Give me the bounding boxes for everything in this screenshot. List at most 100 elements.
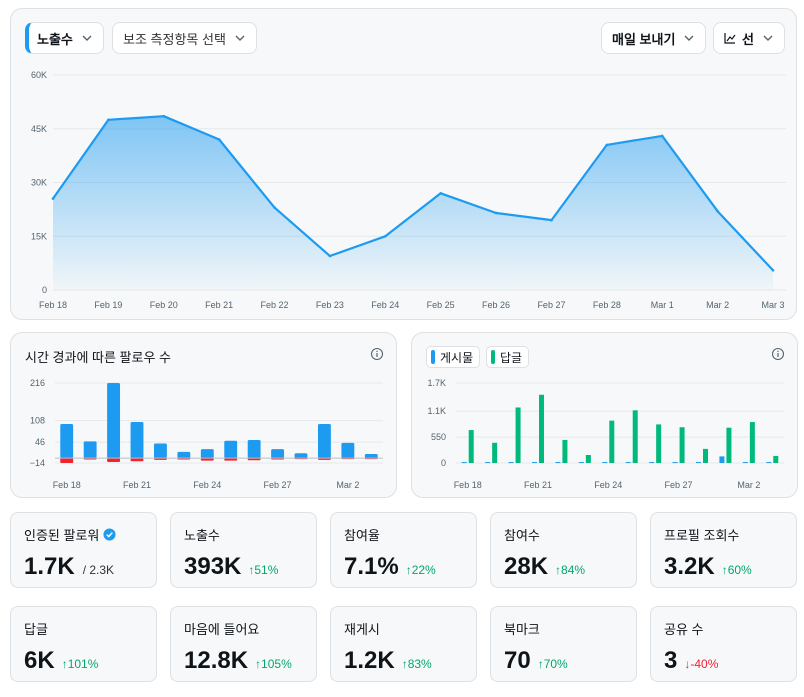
posts-bar — [461, 462, 467, 464]
stat-label: 공유 수 — [664, 622, 704, 637]
chart-type-label: 선 — [742, 31, 754, 47]
stat-label-row: 재게시 — [344, 619, 380, 638]
posts-replies-chart-card: 게시물 답글 1.7K 1.1K 550 0 Feb 18 Feb 21 Feb 24 Feb… — [411, 332, 798, 498]
stat-label-row: 마음에 들어요 — [184, 619, 259, 638]
legend-posts[interactable]: 게시물 — [426, 346, 481, 368]
positive-bar — [177, 451, 191, 459]
replies-bar — [585, 455, 591, 463]
stat-change: ↑60% — [721, 563, 752, 577]
stat-card[interactable]: 인증된 팔로워 1.7K / 2.3K — [10, 512, 157, 588]
y-tick-label: 0 — [42, 285, 47, 295]
x-tick-label: Feb 25 — [427, 300, 455, 310]
stat-value: 393K — [184, 553, 242, 580]
stat-change: ↑51% — [248, 563, 279, 577]
verified-badge-icon — [103, 528, 116, 541]
negative-bar — [247, 458, 261, 461]
stat-value: 7.1% — [344, 553, 399, 580]
data-point — [660, 134, 664, 138]
stat-value-row: 70 ↑70% — [504, 647, 568, 675]
stat-label: 북마크 — [504, 622, 540, 637]
stat-label: 프로필 조회수 — [664, 528, 740, 543]
x-tick-label: Feb 19 — [94, 300, 122, 310]
stat-total: / 2.3K — [82, 563, 115, 577]
replies-bar — [773, 455, 779, 463]
stat-label-row: 공유 수 — [664, 619, 704, 638]
posts-bar — [696, 462, 701, 464]
stat-change: ↑101% — [61, 657, 99, 671]
stat-label-row: 노출수 — [184, 525, 220, 544]
send-daily-select[interactable]: 매일 보내기 — [601, 22, 707, 54]
stat-card[interactable]: 참여수 28K ↑84% — [490, 512, 637, 588]
stat-value: 3.2K — [664, 553, 715, 580]
stat-value-row: 3 ↓-40% — [664, 647, 718, 675]
stat-value: 1.7K — [24, 553, 75, 580]
metric-select[interactable]: 노출수 — [25, 22, 104, 54]
posts-bar — [625, 462, 631, 464]
stat-label: 인증된 팔로워 — [24, 528, 100, 543]
posts-bar — [649, 462, 655, 464]
stat-label: 참여수 — [504, 528, 540, 543]
x-tick-label: Mar 2 — [737, 480, 760, 490]
stat-value-row: 12.8K ↑105% — [184, 647, 292, 675]
y-tick-label: 46 — [35, 437, 45, 447]
info-icon[interactable] — [771, 347, 785, 361]
stat-value: 12.8K — [184, 647, 249, 674]
stat-change: ↓-40% — [684, 657, 719, 671]
metric-select-label: 노출수 — [37, 31, 73, 47]
stat-label-row: 인증된 팔로워 — [24, 525, 116, 544]
stat-card[interactable]: 프로필 조회수 3.2K ↑60% — [650, 512, 797, 588]
y-tick-label: 1.1K — [427, 406, 446, 416]
negative-bar — [60, 458, 74, 463]
followers-chart-card: 시간 경과에 따른 팔로우 수 216 108 46 −14 Feb 18 Feb 21 F… — [10, 332, 397, 498]
x-tick-label: Feb 27 — [665, 480, 693, 490]
line-chart-icon — [724, 33, 736, 44]
legend-replies[interactable]: 답글 — [486, 346, 530, 368]
positive-bar — [153, 443, 167, 459]
x-tick-label: Feb 26 — [482, 300, 510, 310]
chart-type-select[interactable]: 선 — [713, 22, 785, 54]
stat-card[interactable]: 참여율 7.1% ↑22% — [330, 512, 477, 588]
replies-bar — [609, 420, 615, 463]
posts-bar — [555, 462, 561, 464]
x-tick-label: Mar 1 — [651, 300, 674, 310]
stat-card[interactable]: 답글 6K ↑101% — [10, 606, 157, 682]
stat-card[interactable]: 재게시 1.2K ↑83% — [330, 606, 477, 682]
stat-card[interactable]: 마음에 들어요 12.8K ↑105% — [170, 606, 317, 682]
posts-bar — [602, 462, 608, 464]
posts-bar — [766, 462, 772, 464]
stat-value-row: 28K ↑84% — [504, 553, 585, 581]
y-tick-label: 1.7K — [427, 378, 446, 388]
chevron-down-icon — [763, 35, 773, 41]
stat-change: ↑83% — [401, 657, 432, 671]
stat-value-row: 1.2K ↑83% — [344, 647, 432, 675]
chevron-down-icon — [235, 35, 245, 41]
data-point — [605, 143, 609, 147]
y-tick-label: 60K — [31, 70, 47, 80]
stat-value-row: 3.2K ↑60% — [664, 553, 752, 581]
stat-label-row: 참여율 — [344, 525, 380, 544]
stat-card[interactable]: 북마크 70 ↑70% — [490, 606, 637, 682]
y-tick-label: 216 — [30, 378, 45, 388]
posts-bar — [672, 462, 678, 464]
x-tick-label: Feb 24 — [371, 300, 399, 310]
secondary-metric-select[interactable]: 보조 측정항목 선택 — [112, 22, 257, 54]
replies-bar — [726, 427, 732, 463]
x-tick-label: Feb 18 — [53, 480, 81, 490]
stat-label: 참여율 — [344, 528, 380, 543]
positive-bar — [83, 441, 97, 459]
positive-bar — [364, 453, 378, 459]
replies-bar — [515, 407, 521, 463]
negative-bar — [224, 458, 238, 461]
stat-card[interactable]: 노출수 393K ↑51% — [170, 512, 317, 588]
posts-bar — [578, 462, 584, 464]
stat-value-row: 1.7K / 2.3K — [24, 553, 114, 581]
impressions-line-chart: 0 15K 30K 45K 60K Feb 18 Feb 19 Feb 20 Feb 21 Feb… — [31, 70, 786, 310]
stat-card[interactable]: 공유 수 3 ↓-40% — [650, 606, 797, 682]
info-icon[interactable] — [370, 347, 384, 361]
x-tick-label: Feb 23 — [316, 300, 344, 310]
x-tick-label: Feb 24 — [193, 480, 221, 490]
stat-value: 3 — [664, 647, 678, 674]
posts-bar — [508, 462, 514, 464]
posts-bar — [485, 462, 491, 464]
positive-bar — [271, 449, 285, 459]
